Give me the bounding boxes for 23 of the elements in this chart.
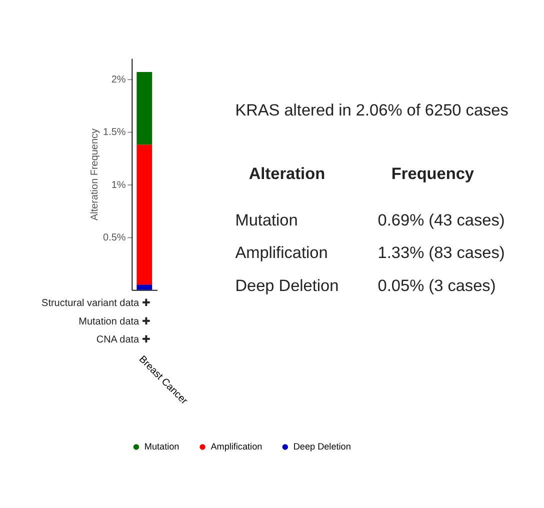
- legend-label: Deep Deletion: [293, 442, 351, 452]
- text: Deep Deletion: [235, 276, 339, 295]
- text: CNA data ✚: [96, 334, 150, 346]
- text: KRAS altered in 2.06% of 6250 cases: [235, 101, 508, 120]
- text: Amplification: [235, 244, 328, 262]
- legend-label: Mutation: [144, 442, 180, 452]
- text: 0.05% (3 cases): [378, 276, 496, 295]
- bar: [136, 284, 152, 290]
- text: Structural variant data ✚: [42, 298, 150, 310]
- y-tick-label: 1.5%: [103, 127, 126, 138]
- legend-label: Amplification: [210, 442, 262, 452]
- y-tick-label: 0.5%: [103, 232, 126, 244]
- bar: [136, 72, 152, 145]
- y-axis-title: Alteration Frequency: [90, 128, 101, 221]
- y-tick-label: 2%: [111, 74, 126, 86]
- text: Mutation: [235, 211, 298, 230]
- bar: [136, 144, 152, 285]
- text: Mutation data ✚: [78, 316, 150, 328]
- y-tick-label: 1%: [111, 180, 126, 191]
- text: 1.33% (83 cases): [378, 244, 505, 262]
- text: 0.69% (43 cases): [378, 211, 505, 230]
- text: Frequency: [391, 165, 474, 184]
- text: Alteration: [248, 165, 326, 184]
